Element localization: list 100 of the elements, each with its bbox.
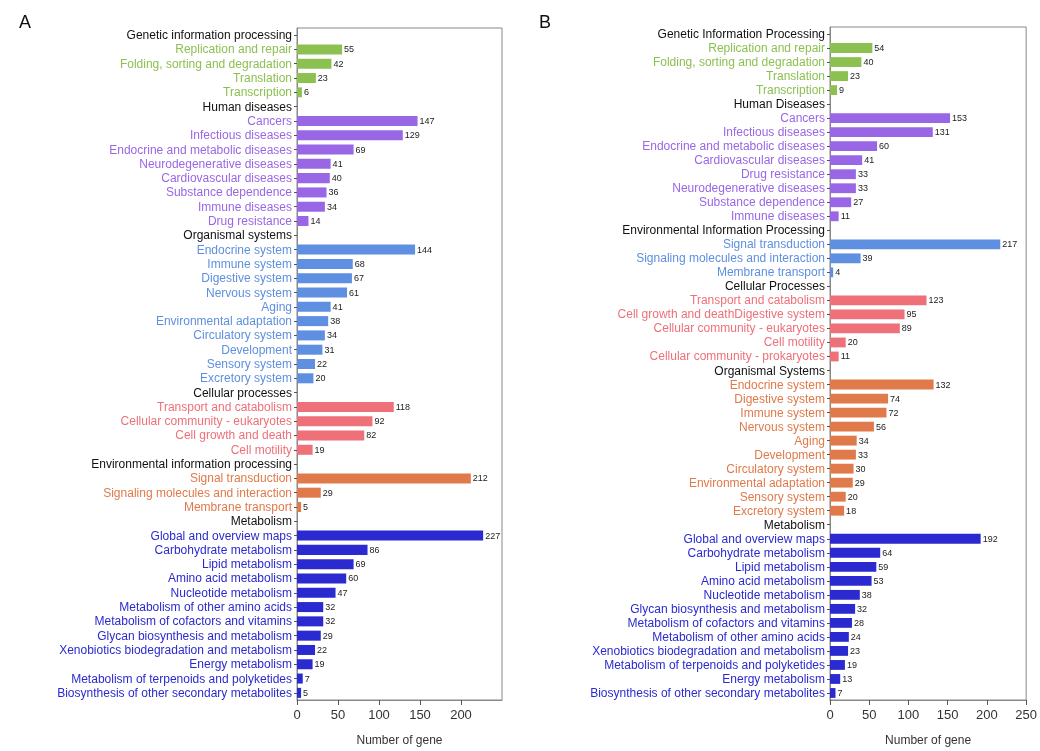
y-tick-label: Membrane transport — [183, 499, 293, 514]
bar — [297, 316, 329, 327]
bar — [297, 373, 314, 384]
y-tick-label: Endocrine system — [729, 377, 825, 392]
data-label: 32 — [857, 603, 868, 614]
data-label: 27 — [853, 197, 864, 208]
y-tick-label: Metabolism of cofactors and vitamins — [627, 615, 825, 630]
data-label: 67 — [353, 273, 364, 284]
x-tick-label: 0 — [826, 707, 834, 722]
y-tick-label: Amino acid metabolism — [700, 573, 825, 588]
bar — [830, 323, 900, 334]
bar — [297, 244, 416, 255]
y-tick-label: Substance dependence — [165, 185, 293, 200]
bar — [830, 547, 881, 558]
data-label: 5 — [303, 687, 309, 698]
y-tick-label: Excretory system — [199, 371, 292, 386]
y-tick-label: Cellular community - eukaryotes — [653, 321, 825, 336]
bar — [297, 359, 316, 369]
y-tick-label: Drug resistance — [207, 214, 293, 229]
text: A — [19, 12, 32, 32]
bar — [297, 616, 324, 627]
data-label: 33 — [857, 169, 868, 180]
bar — [297, 544, 368, 555]
y-tick-label: Energy metabolism — [189, 657, 292, 672]
y-tick-label: Membrane transport — [716, 265, 826, 280]
bar — [297, 530, 484, 541]
y-tick-label: Circulatory system — [726, 461, 825, 476]
bar — [830, 477, 853, 488]
data-label: 7 — [837, 687, 843, 698]
y-tick-label: Metabolism — [763, 517, 825, 532]
data-label: 68 — [354, 258, 365, 269]
y-tick-label: Neurodegenerative diseases — [672, 181, 825, 196]
y-tick-label: Endocrine system — [196, 242, 292, 257]
bar — [297, 158, 331, 169]
y-tick-label: Cancers — [780, 111, 825, 126]
bar — [830, 169, 856, 180]
x-tick-label: 150 — [409, 707, 431, 722]
data-label: 20 — [847, 491, 858, 502]
data-label: 41 — [332, 301, 343, 312]
data-label: 69 — [355, 559, 366, 570]
bar — [830, 183, 856, 194]
data-label: 28 — [853, 617, 864, 628]
bar — [297, 115, 418, 126]
y-tick-label: Digestive system — [734, 391, 825, 406]
data-label: 95 — [906, 309, 917, 320]
y-tick-label: Endocrine and metabolic diseases — [642, 139, 825, 154]
bar — [297, 573, 347, 584]
y-tick-label: Carbohydrate metabolism — [154, 542, 292, 557]
data-label: 39 — [862, 253, 873, 264]
data-label: 92 — [374, 416, 385, 427]
bar — [297, 144, 354, 155]
x-tick-label: 100 — [897, 707, 920, 722]
data-label: 11 — [840, 211, 850, 222]
y-tick-label: Lipid metabolism — [201, 557, 292, 572]
data-label: 33 — [857, 449, 868, 460]
y-tick-label: Transport and catabolism — [157, 399, 292, 414]
data-label: 40 — [331, 173, 342, 184]
data-label: 14 — [310, 216, 321, 227]
bar — [830, 688, 836, 698]
data-label: 11 — [840, 351, 850, 362]
data-label: 6 — [303, 87, 309, 98]
bar — [297, 301, 331, 312]
bar — [297, 287, 348, 298]
bar — [297, 87, 302, 98]
y-tick-label: Genetic Information Processing — [657, 27, 825, 42]
bar — [830, 589, 860, 600]
y-tick-label: Glycan biosynthesis and metabolism — [630, 601, 825, 616]
y-tick-label: Nervous system — [205, 285, 292, 300]
y-tick-label: Translation — [233, 71, 292, 86]
x-tick-label: 150 — [936, 707, 959, 722]
data-label: 32 — [325, 616, 336, 627]
bar — [297, 330, 325, 341]
bar — [830, 533, 981, 544]
y-tick-label: Development — [221, 342, 293, 357]
bar — [297, 501, 302, 512]
y-tick-label: Metabolism of cofactors and vitamins — [94, 614, 292, 629]
y-tick-label: Human Diseases — [733, 97, 825, 112]
data-label: 20 — [315, 373, 326, 384]
x-tick-label: 100 — [368, 707, 390, 722]
data-label: 7 — [304, 673, 310, 684]
data-label: 20 — [847, 337, 858, 348]
x-axis-title: Number of gene — [356, 733, 443, 747]
y-tick-label: Cellular Processes — [724, 279, 825, 294]
bar — [830, 561, 877, 572]
y-tick-label: Environmental adaptation — [155, 314, 292, 329]
data-label: 61 — [349, 287, 360, 298]
bar — [830, 435, 857, 446]
bar — [297, 673, 303, 684]
bar — [297, 487, 321, 498]
y-tick-label: Folding, sorting and degradation — [119, 56, 292, 71]
bar — [297, 630, 321, 641]
y-tick-label: Immune system — [207, 256, 292, 271]
y-tick-label: Digestive system — [201, 271, 292, 286]
bar — [830, 71, 849, 81]
bar — [297, 416, 373, 427]
bar — [830, 617, 852, 628]
data-label: 147 — [419, 115, 435, 126]
bar — [830, 43, 873, 53]
data-label: 192 — [982, 533, 998, 544]
bar — [830, 421, 874, 432]
